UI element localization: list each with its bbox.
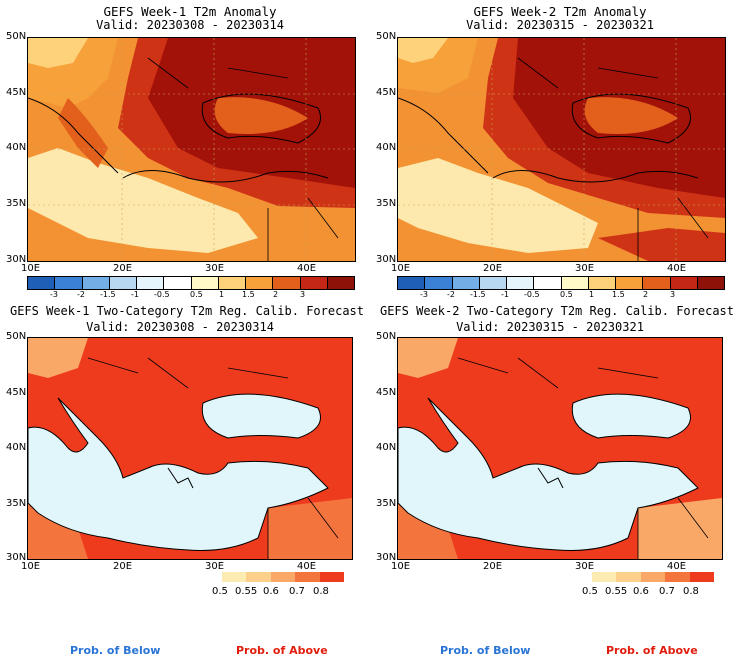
prob-above-label: Prob. of Above: [236, 644, 328, 657]
lon-label: 40E: [667, 263, 687, 274]
colorbar-tick: 0.55: [235, 586, 258, 597]
lon-label: 10E: [21, 561, 41, 572]
lon-label: 20E: [483, 263, 503, 274]
lat-label: 50N: [6, 331, 27, 342]
lat-label: 35N: [6, 498, 27, 509]
lat-label: 30N: [376, 552, 397, 563]
prob-above-label: Prob. of Above: [606, 644, 698, 657]
lat-label: 45N: [376, 87, 397, 98]
panel-title: GEFS Week-1 T2m Anomaly: [103, 4, 277, 19]
lon-label: 40E: [667, 561, 687, 572]
colorbar-tick: -1: [501, 290, 509, 299]
lon-label: 30E: [205, 561, 225, 572]
colorbar-tick: 0.6: [633, 586, 649, 597]
colorbar-tick: 1.5: [242, 290, 255, 299]
lat-label: 30N: [6, 552, 27, 563]
colorbar-tick: 0.5: [582, 586, 598, 597]
colorbar-tick: 0.7: [289, 586, 305, 597]
probability-map: [397, 337, 723, 560]
lon-label: 40E: [297, 561, 317, 572]
panel-title: GEFS Week-2 T2m Anomaly: [473, 4, 647, 19]
probability-map: [27, 337, 353, 560]
anomaly-map: [397, 37, 726, 262]
colorbar-tick: -2: [447, 290, 455, 299]
lon-label: 30E: [575, 263, 595, 274]
probability-map-plot: [28, 338, 352, 559]
lon-label: 40E: [297, 263, 317, 274]
panel-week1-anomaly: GEFS Week-1 T2m Anomaly Valid: 20230308 …: [0, 0, 370, 300]
lat-label: 40N: [376, 442, 397, 453]
lon-label: 10E: [391, 561, 411, 572]
lon-label: 30E: [575, 561, 595, 572]
colorbar-tick: 0.8: [313, 586, 329, 597]
lon-label: 30E: [205, 263, 225, 274]
colorbar-tick: -0.5: [524, 290, 540, 299]
colorbar-tick: 3: [670, 290, 676, 299]
lat-label: 50N: [376, 31, 397, 42]
colorbar-tick: 0.5: [212, 586, 228, 597]
probability-colorbar: [592, 572, 715, 582]
panel-valid-date: Valid: 20230308 - 20230314: [86, 320, 274, 334]
anomaly-colorbar: [27, 276, 355, 290]
anomaly-map-plot: [28, 38, 355, 261]
panel-valid-date: Valid: 20230308 - 20230314: [96, 18, 284, 32]
colorbar-tick: -1: [131, 290, 139, 299]
anomaly-map: [27, 37, 356, 262]
anomaly-map-plot: [398, 38, 725, 261]
lat-label: 40N: [6, 442, 27, 453]
colorbar-tick: -1.5: [470, 290, 486, 299]
probability-colorbar: [222, 572, 345, 582]
lat-label: 45N: [6, 87, 27, 98]
panel-week2-probability: GEFS Week-2 Two-Category T2m Reg. Calib.…: [370, 300, 740, 600]
anomaly-colorbar: [397, 276, 725, 290]
panel-valid-date: Valid: 20230315 - 20230321: [466, 18, 654, 32]
lon-label: 10E: [391, 263, 411, 274]
lat-label: 35N: [376, 198, 397, 209]
lon-label: 20E: [113, 263, 133, 274]
colorbar-tick: 0.6: [263, 586, 279, 597]
lon-label: 10E: [21, 263, 41, 274]
lat-label: 40N: [6, 142, 27, 153]
colorbar-tick: 0.8: [683, 586, 699, 597]
colorbar-tick: 0.55: [605, 586, 628, 597]
lat-label: 30N: [376, 254, 397, 265]
lat-label: 50N: [6, 31, 27, 42]
colorbar-tick: 2: [273, 290, 279, 299]
panel-title: GEFS Week-2 Two-Category T2m Reg. Calib.…: [379, 304, 734, 318]
colorbar-tick: -0.5: [154, 290, 170, 299]
colorbar-tick: -2: [77, 290, 85, 299]
colorbar-tick: -3: [420, 290, 428, 299]
colorbar-tick: 1.5: [612, 290, 625, 299]
colorbar-tick: 0.5: [190, 290, 203, 299]
lat-label: 45N: [6, 387, 27, 398]
lon-label: 20E: [483, 561, 503, 572]
colorbar-tick: 0.5: [560, 290, 573, 299]
lon-label: 20E: [113, 561, 133, 572]
prob-below-label: Prob. of Below: [70, 644, 161, 657]
colorbar-tick: 1: [589, 290, 595, 299]
lat-label: 30N: [6, 254, 27, 265]
lat-label: 45N: [376, 387, 397, 398]
panel-title: GEFS Week-1 Two-Category T2m Reg. Calib.…: [9, 304, 364, 318]
lat-label: 50N: [376, 331, 397, 342]
colorbar-tick: 0.7: [659, 586, 675, 597]
lat-label: 35N: [376, 498, 397, 509]
panel-valid-date: Valid: 20230315 - 20230321: [456, 320, 644, 334]
colorbar-tick: 2: [643, 290, 649, 299]
probability-map-plot: [398, 338, 722, 559]
prob-below-label: Prob. of Below: [440, 644, 531, 657]
colorbar-tick: 1: [219, 290, 225, 299]
lat-label: 40N: [376, 142, 397, 153]
colorbar-tick: 3: [300, 290, 306, 299]
lat-label: 35N: [6, 198, 27, 209]
panel-week2-anomaly: GEFS Week-2 T2m Anomaly Valid: 20230315 …: [370, 0, 740, 300]
colorbar-tick: -3: [50, 290, 58, 299]
panel-week1-probability: GEFS Week-1 Two-Category T2m Reg. Calib.…: [0, 300, 370, 600]
colorbar-tick: -1.5: [100, 290, 116, 299]
